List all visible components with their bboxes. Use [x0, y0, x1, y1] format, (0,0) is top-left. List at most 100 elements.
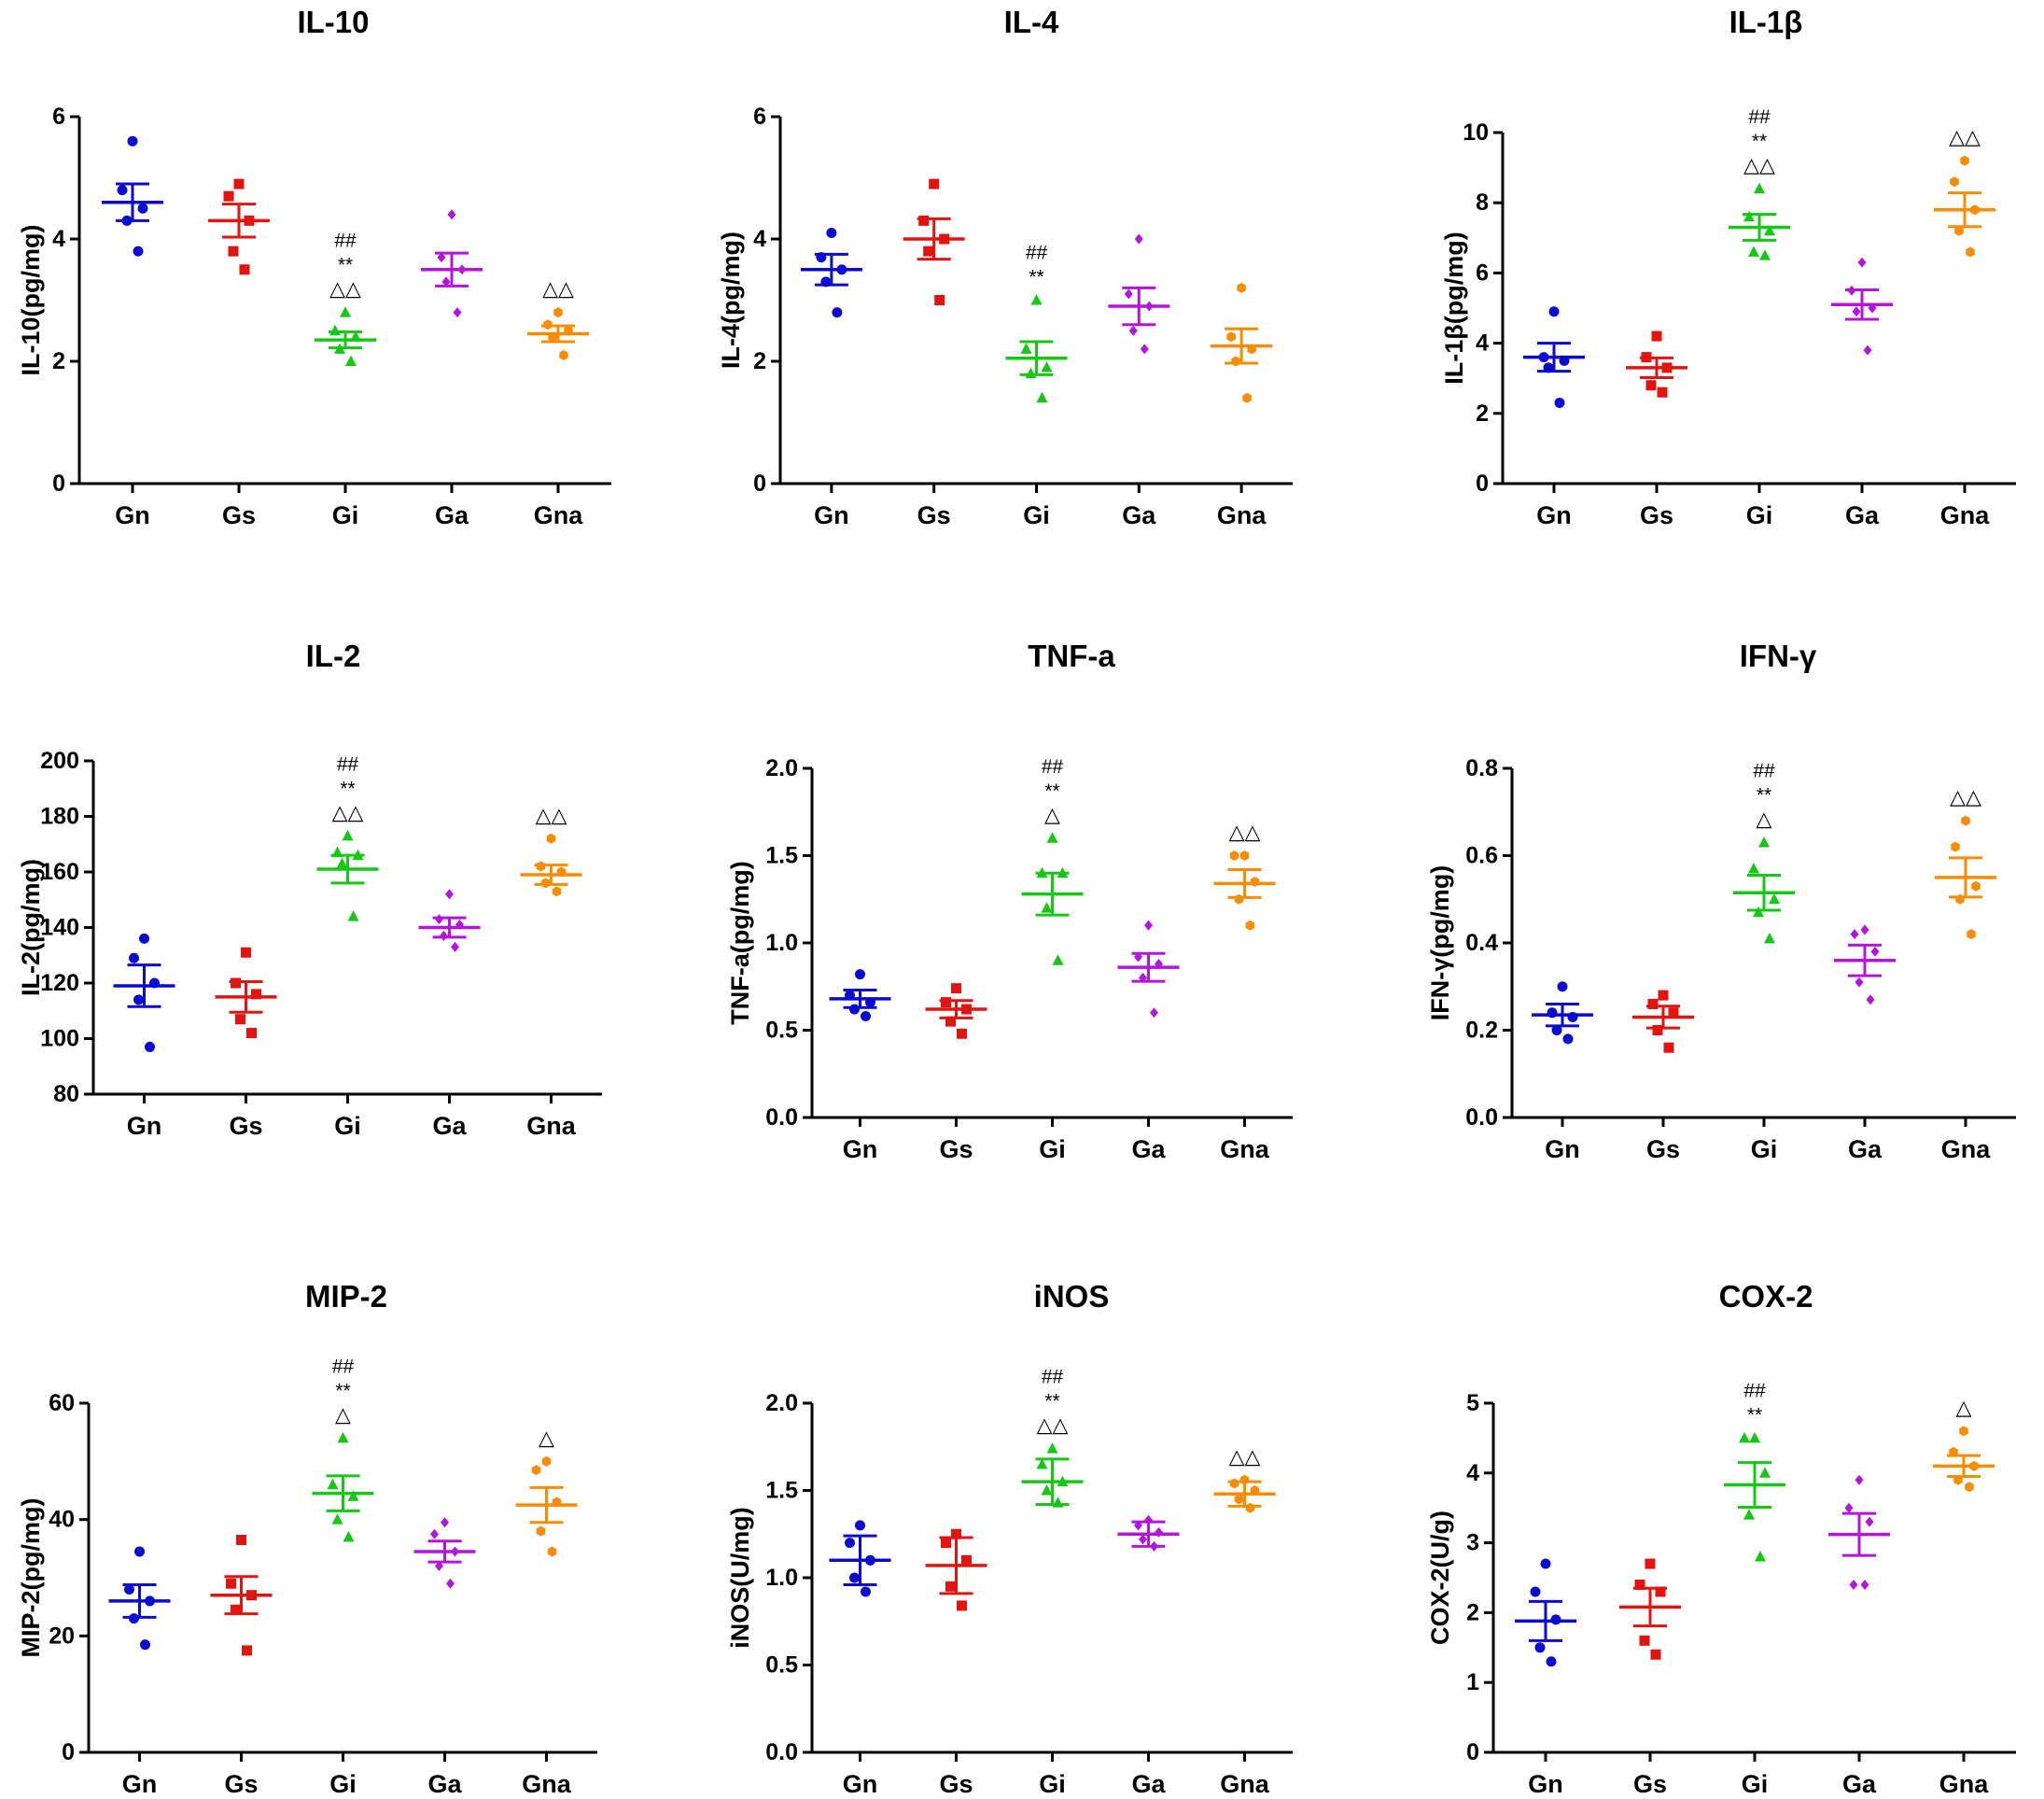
data-point — [820, 276, 832, 288]
data-point — [244, 215, 255, 226]
x-tick-label-gn: Gn — [122, 1770, 158, 1798]
data-point — [941, 1538, 951, 1549]
data-point — [1144, 920, 1153, 931]
data-point — [1950, 176, 1959, 188]
data-point — [1052, 1497, 1064, 1508]
panel-tnf-a: TNF-a TNF-a(pg/mg) 0.0 0.5 1.0 1.5 2.0 Gn Gs Gi Ga… — [726, 639, 1293, 1163]
data-point — [1961, 815, 1970, 826]
data-point — [1748, 863, 1759, 874]
data-point — [1234, 1494, 1244, 1505]
data-point — [231, 1604, 241, 1615]
data-point — [347, 910, 359, 921]
x-tick-label-gna: Gna — [1941, 1135, 1991, 1163]
data-point — [1237, 282, 1246, 293]
data-point — [1155, 1526, 1163, 1538]
data-point — [137, 203, 148, 214]
y-tick-label: 3 — [1466, 1530, 1479, 1556]
series-gs — [210, 1534, 273, 1656]
chart-title: IL-1β — [1729, 5, 1803, 39]
significance-mark-gna: △△ — [1950, 786, 1981, 809]
data-point — [1245, 920, 1255, 931]
series-gs — [1619, 1558, 1681, 1660]
data-point — [1759, 1467, 1771, 1478]
data-point — [1139, 1534, 1147, 1545]
data-point — [1559, 355, 1570, 366]
x-tick-label-gn: Gn — [1545, 1135, 1580, 1163]
data-point — [832, 307, 843, 318]
data-point — [1030, 294, 1043, 305]
x-tick-label-gs: Gs — [229, 1112, 262, 1140]
series-gi — [315, 306, 376, 366]
significance-mark-gi: △△ — [332, 801, 364, 824]
data-point — [564, 325, 573, 336]
x-tick-label-ga: Ga — [432, 1112, 467, 1140]
data-point — [145, 1595, 155, 1607]
x-tick-label-gs: Gs — [939, 1135, 973, 1163]
x-tick-label-gs: Gs — [939, 1770, 973, 1798]
y-tick-label: 2 — [52, 348, 65, 374]
y-tick-label: 100 — [40, 1026, 79, 1052]
significance-mark-gi: ## — [334, 231, 357, 252]
y-tick-label: 0.5 — [765, 1652, 798, 1679]
y-tick-label: 4 — [1466, 1460, 1479, 1486]
data-point — [129, 1613, 139, 1624]
data-point — [1857, 257, 1867, 268]
y-tick-label: 0.4 — [1465, 930, 1498, 956]
data-point — [1868, 302, 1877, 314]
x-tick-label-gn: Gn — [843, 1770, 878, 1798]
data-point — [437, 252, 446, 263]
data-point — [1749, 1431, 1760, 1443]
series-gi — [312, 1431, 374, 1542]
significance-mark-gi: ** — [1044, 780, 1059, 802]
data-point — [957, 1600, 967, 1611]
data-point — [430, 1528, 439, 1539]
data-point — [1844, 1502, 1854, 1513]
series-gs — [903, 178, 965, 305]
data-point — [239, 264, 250, 275]
significance-mark-gi: ** — [1029, 267, 1043, 288]
data-point — [559, 349, 568, 360]
y-tick-label: 0.5 — [765, 1018, 798, 1044]
data-point — [1250, 1485, 1260, 1496]
chart-title: IL-2 — [306, 639, 361, 673]
data-point — [1546, 1656, 1557, 1667]
chart-title: MIP-2 — [305, 1279, 387, 1314]
y-tick-label: 20 — [49, 1623, 75, 1649]
series-gn — [800, 227, 862, 318]
y-axis-label: IFN-γ(pg/mg) — [1426, 865, 1454, 1020]
data-point — [961, 1004, 972, 1015]
x-tick-label-gn: Gn — [127, 1112, 162, 1140]
y-tick-label: 1 — [1466, 1669, 1479, 1695]
data-point — [951, 1528, 961, 1539]
data-point — [945, 1581, 956, 1592]
data-point — [352, 849, 364, 861]
data-point — [1866, 994, 1875, 1005]
series-ga — [1831, 257, 1893, 356]
x-tick-label-gn: Gn — [814, 501, 849, 529]
series-gi — [1724, 1431, 1785, 1562]
y-tick-label: 5 — [1466, 1390, 1479, 1416]
data-point — [231, 977, 241, 989]
y-tick-label: 0.2 — [1465, 1018, 1498, 1044]
data-point — [336, 857, 348, 869]
data-point — [1036, 866, 1048, 878]
significance-mark-gi: ## — [337, 753, 359, 775]
significance-mark-gna: △ — [539, 1427, 554, 1450]
significance-mark-gi: ## — [1042, 756, 1064, 778]
y-tick-label: 0 — [1466, 1739, 1479, 1765]
significance-mark-gna: △△ — [542, 278, 574, 302]
data-point — [1951, 841, 1960, 852]
data-point — [1852, 306, 1861, 317]
data-point — [242, 1645, 252, 1656]
data-point — [331, 1513, 343, 1525]
y-tick-label: 6 — [753, 104, 766, 130]
data-point — [329, 324, 341, 336]
data-point — [1057, 1475, 1069, 1487]
y-axis-label: MIP-2(pg/mg) — [17, 1498, 45, 1658]
significance-mark-gi: ** — [1752, 131, 1767, 152]
x-tick-label-ga: Ga — [1842, 1770, 1877, 1798]
significance-mark-gi: ** — [335, 1380, 350, 1401]
x-tick-label-gs: Gs — [917, 501, 951, 529]
